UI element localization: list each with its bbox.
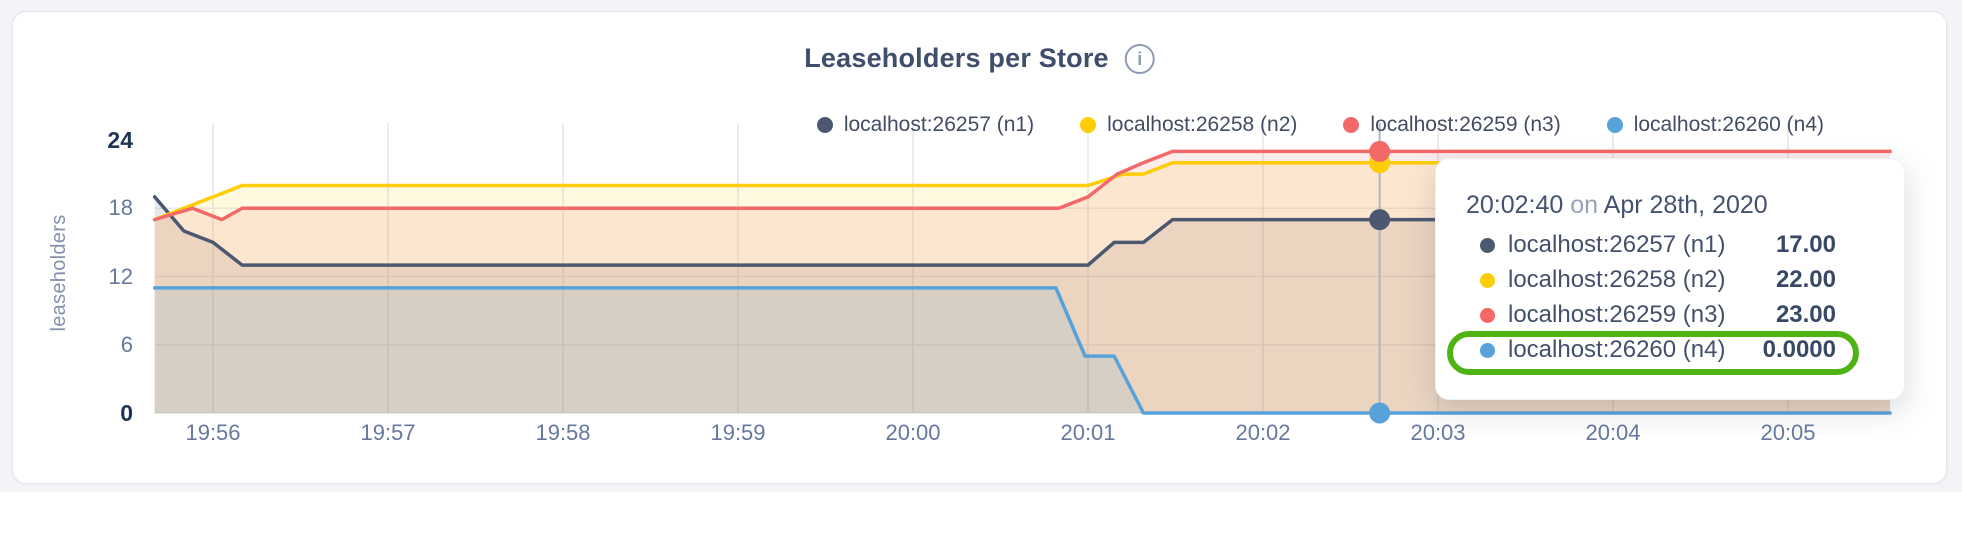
hover-dot-n4 <box>1369 402 1391 424</box>
series-line-n4 <box>152 286 1892 415</box>
legend-item-n3[interactable]: localhost:26259 (n3) <box>1343 113 1561 137</box>
legend-dot-icon <box>1343 117 1360 133</box>
chart-title: Leaseholders per Store <box>804 43 1109 73</box>
legend-item-label: localhost:26260 (n4) <box>1633 113 1824 136</box>
chart-header: Leaseholders per Store <box>804 43 1155 74</box>
legend-dot-icon <box>1080 117 1097 133</box>
tooltip-row-label: localhost:26260 (n4) <box>1508 336 1726 363</box>
tooltip-timestamp: 20:02:40 on Apr 28th, 2020 <box>1466 191 1768 220</box>
tooltip-conjunction: on <box>1570 191 1599 219</box>
legend-item-label: localhost:26258 (n2) <box>1107 113 1298 136</box>
series-line-n1 <box>152 195 1892 267</box>
tooltip-row-label: localhost:26259 (n3) <box>1508 301 1726 328</box>
legend-dot-icon <box>816 117 833 133</box>
tooltip-row-value: 0.0000 <box>1762 336 1836 363</box>
tooltip-row-n2: localhost:26258 (n2) 22.00 <box>1480 264 1836 296</box>
tooltip-time: 20:02:40 <box>1466 191 1564 219</box>
legend-item-n2[interactable]: localhost:26258 (n2) <box>1080 113 1297 137</box>
legend: localhost:26257 (n1) localhost:26258 (n2… <box>816 113 1824 137</box>
series-area-n4 <box>154 287 1891 413</box>
series-line-n2 <box>152 161 1892 222</box>
tooltip-row-label: localhost:26257 (n1) <box>1508 231 1726 258</box>
tooltip-row-n4: localhost:26260 (n4) 0.0000 <box>1480 334 1836 366</box>
tooltip-row-value: 22.00 <box>1775 266 1836 293</box>
series-dot-icon <box>1480 272 1495 288</box>
tooltip-row-value: 17.00 <box>1775 231 1836 258</box>
legend-item-n4[interactable]: localhost:26260 (n4) <box>1606 113 1824 137</box>
series-line-n3 <box>152 149 1892 222</box>
hover-dot-n3 <box>1369 140 1391 162</box>
hover-dot-n1 <box>1369 209 1391 231</box>
legend-item-label: localhost:26259 (n3) <box>1370 113 1561 136</box>
highlight-annotation-ring <box>1447 331 1859 375</box>
series-dot-icon <box>1480 342 1495 358</box>
legend-item-n1[interactable]: localhost:26257 (n1) <box>816 113 1035 137</box>
tooltip-date: Apr 28th, 2020 <box>1603 191 1768 219</box>
tooltip-row-n1: localhost:26257 (n1) 17.00 <box>1480 229 1836 261</box>
tooltip-row-value: 23.00 <box>1775 301 1836 328</box>
tooltip-row-n3: localhost:26259 (n3) 23.00 <box>1480 299 1836 331</box>
series-dot-icon <box>1480 307 1495 323</box>
legend-item-label: localhost:26257 (n1) <box>843 113 1035 136</box>
hover-tooltip: 20:02:40 on Apr 28th, 2020 localhost:262… <box>1435 158 1905 400</box>
legend-dot-icon <box>1606 117 1623 133</box>
info-icon[interactable] <box>1124 43 1155 74</box>
series-dot-icon <box>1480 237 1495 253</box>
tooltip-row-label: localhost:26258 (n2) <box>1508 266 1726 293</box>
